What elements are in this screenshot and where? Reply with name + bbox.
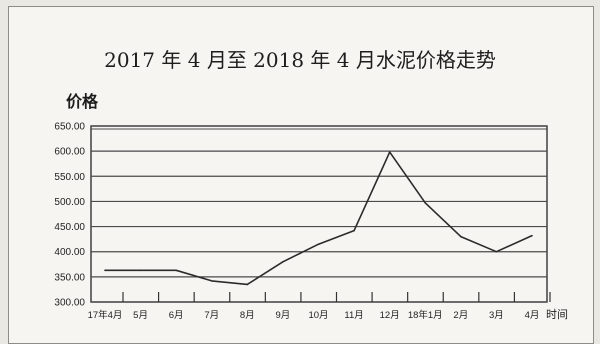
data-point [388,151,391,153]
data-point [353,229,355,232]
y-tick-label: 300.00 [54,298,85,309]
plot-area [90,125,548,303]
series-line [105,151,533,286]
data-point [424,202,427,204]
data-point [246,283,249,286]
y-tick-label: 500.00 [54,197,85,208]
data-point [282,260,284,263]
data-point [104,269,106,272]
x-tick-label: 6月 [169,310,184,321]
data-point [495,250,498,253]
y-axis-label: 价格 [66,92,99,111]
data-point [139,269,142,272]
y-tick-label: 550.00 [54,172,85,183]
x-tick-label: 4月 [525,310,540,321]
x-tick-label: 9月 [276,310,291,321]
data-point [531,234,533,237]
y-tick-label: 600.00 [54,147,85,158]
data-point [210,280,213,282]
data-point [460,235,462,238]
x-tick-label: 10月 [308,310,328,321]
x-tick-label: 7月 [204,310,219,321]
x-axis-label: 时间 [546,308,568,321]
x-tick-label: 12月 [380,310,400,321]
chart-frame [8,6,594,344]
x-tick-label: 11月 [344,310,363,321]
x-tick-label: 17年4月 [88,309,123,321]
y-tick-label: 450.00 [54,222,85,233]
x-tick-label: 5月 [133,310,148,321]
x-tick-label: 8月 [240,310,255,321]
x-tick-label: 18年1月 [408,309,443,321]
y-tick-label: 350.00 [54,272,85,283]
chart-title: 2017 年 4 月至 2018 年 4 月水泥价格走势 [104,48,496,72]
y-tick-label: 650.00 [54,122,85,133]
x-tick-label: 3月 [489,310,504,321]
data-point [317,243,320,245]
y-tick-label: 400.00 [54,247,85,258]
data-point [175,269,177,272]
x-tick-label: 2月 [453,310,468,321]
